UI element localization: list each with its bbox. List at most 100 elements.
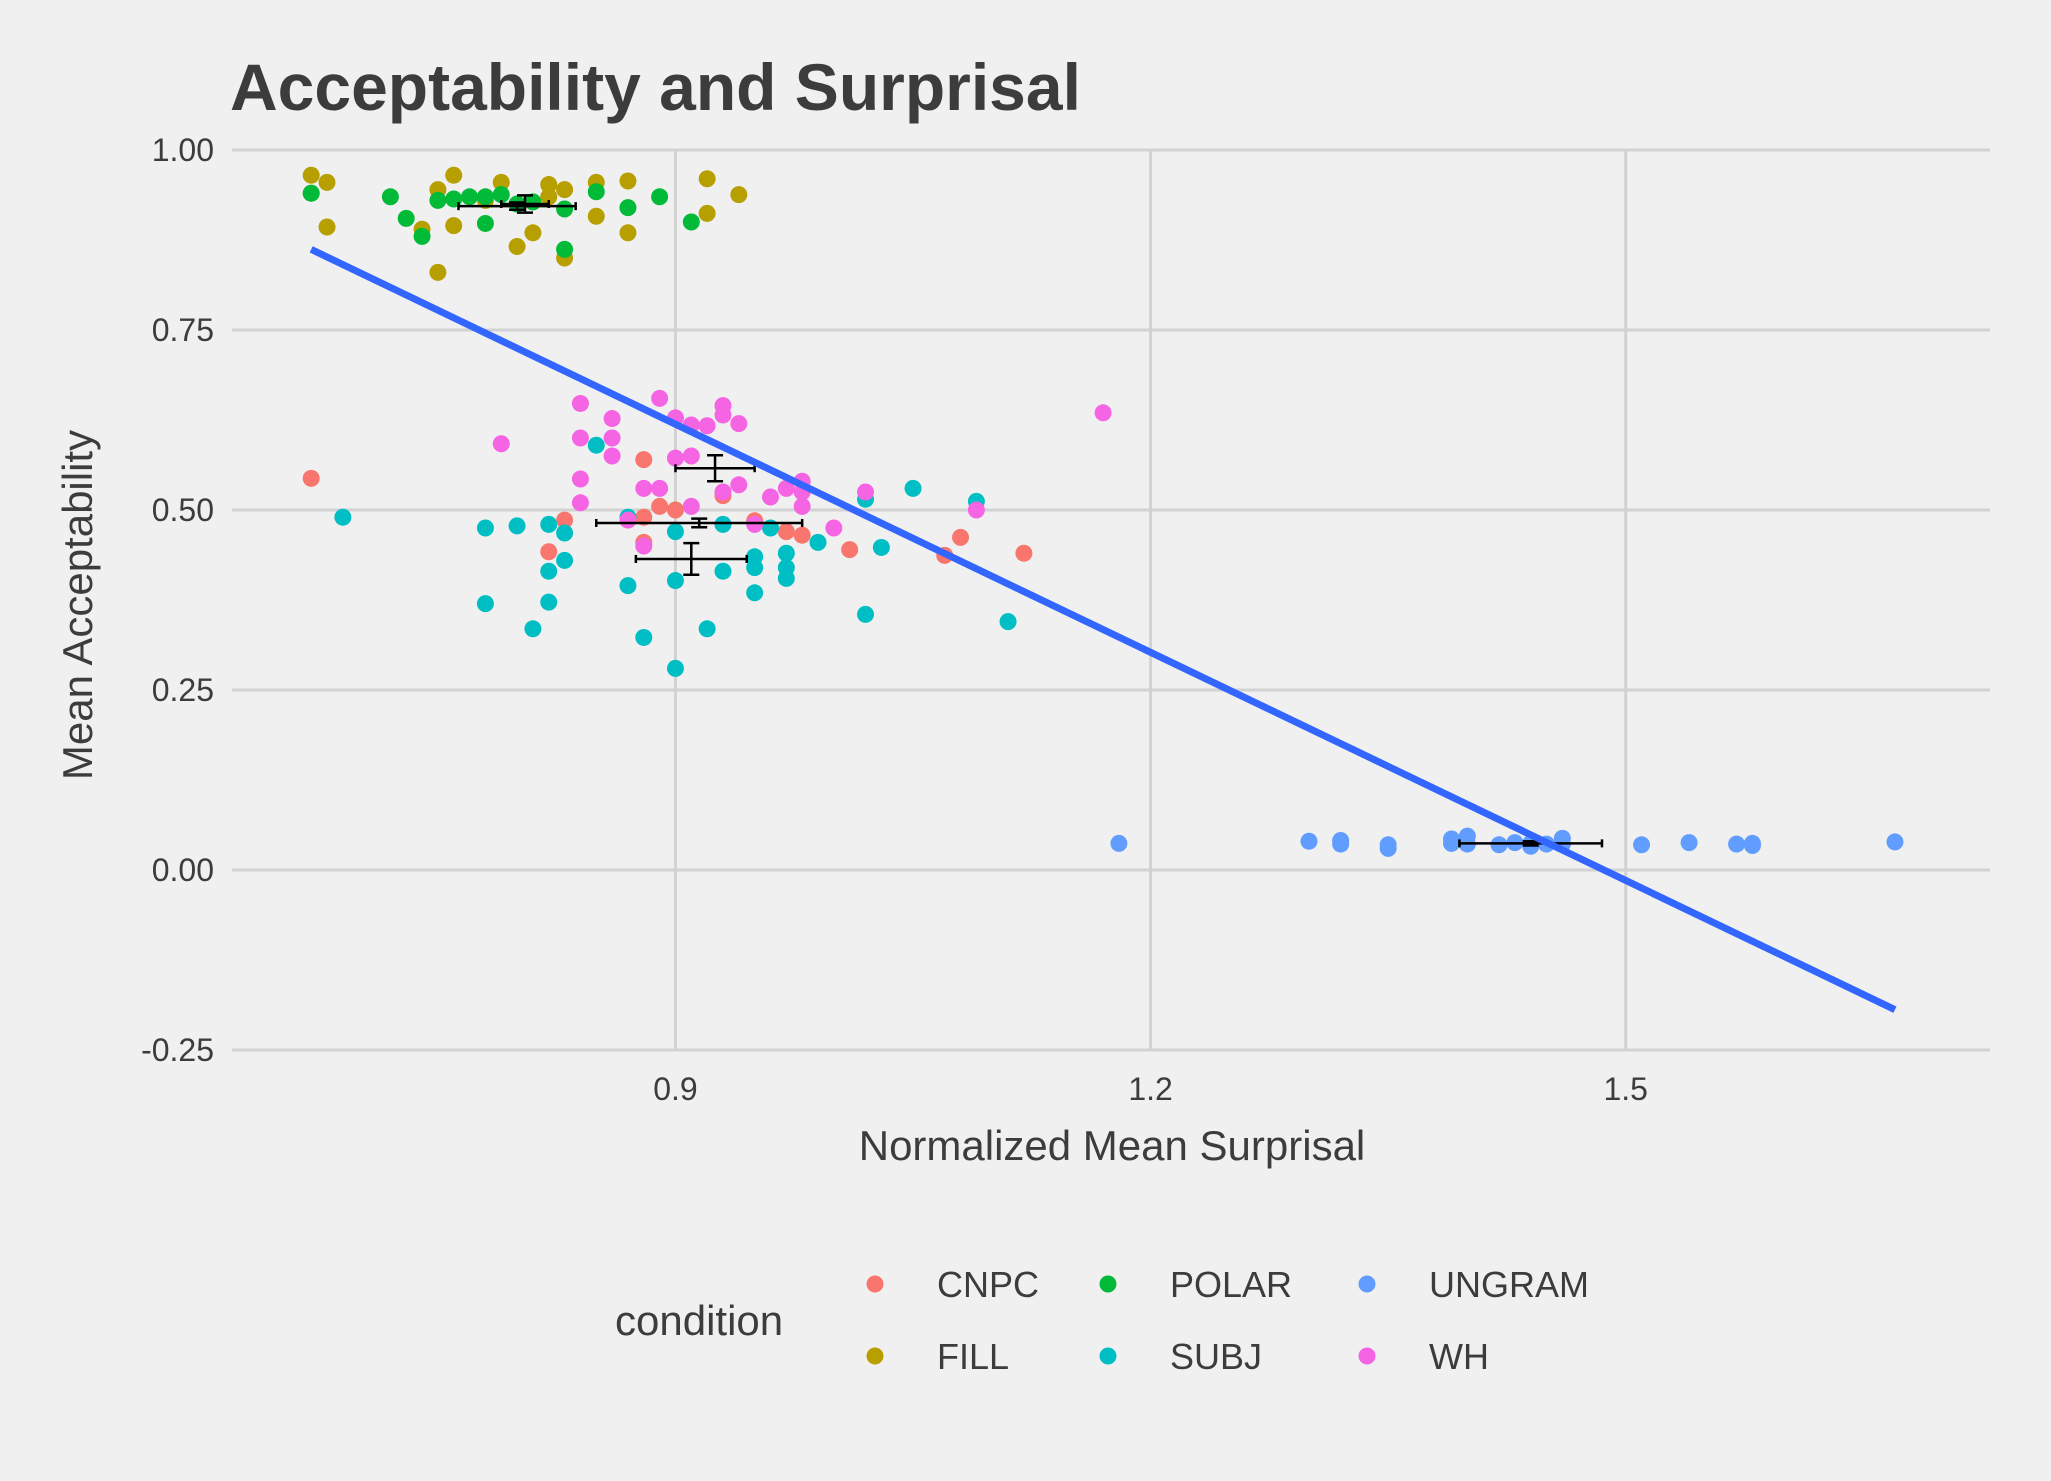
legend-item-fill: FILL — [866, 1336, 1009, 1377]
data-point-cnpc — [793, 526, 811, 544]
regression-line-group — [309, 246, 1897, 1013]
error-bar-subj — [634, 541, 748, 577]
y-tick-label: 0.75 — [152, 312, 214, 348]
data-point-ungram — [1728, 835, 1746, 853]
data-point-polar — [476, 188, 494, 206]
data-point-ungram — [1633, 836, 1651, 854]
data-point-fill — [698, 170, 716, 188]
data-point-wh — [603, 447, 621, 465]
data-point-subj — [746, 584, 764, 602]
legend-label: WH — [1429, 1336, 1489, 1377]
error-bar-fill — [457, 201, 577, 212]
data-point-ungram — [1886, 833, 1904, 851]
data-point-subj — [714, 562, 732, 580]
x-axis-label: Normalized Mean Surprisal — [859, 1122, 1366, 1169]
data-point-wh — [682, 497, 700, 515]
legend-key-ungram — [1358, 1275, 1376, 1293]
data-point-wh — [714, 483, 732, 501]
data-point-subj — [857, 605, 875, 623]
data-point-subj — [904, 479, 922, 497]
data-point-wh — [793, 497, 811, 515]
data-point-fill — [619, 224, 637, 242]
data-point-fill — [318, 218, 336, 236]
legend-label: UNGRAM — [1429, 1264, 1589, 1305]
tick-labels: -0.25 0.00 0.25 0.50 0.75 1.00 0.9 1.2 1.5 — [141, 132, 1648, 1107]
data-point-subj — [556, 551, 574, 569]
data-point-subj — [508, 517, 526, 535]
data-point-wh — [651, 389, 669, 407]
data-point-cnpc — [635, 451, 653, 469]
data-point-subj — [476, 595, 494, 613]
legend-key-wh — [1358, 1347, 1376, 1365]
data-point-subj — [746, 548, 764, 566]
y-axis-label: Mean Acceptability — [54, 430, 101, 780]
legend-key-subj — [1099, 1347, 1117, 1365]
legend-item-wh: WH — [1358, 1336, 1489, 1377]
data-point-subj — [619, 577, 637, 595]
data-point-subj — [334, 508, 352, 526]
data-point-polar — [682, 213, 700, 231]
data-point-polar — [397, 209, 415, 227]
data-point-subj — [556, 524, 574, 542]
data-point-wh — [967, 501, 985, 519]
data-point-wh — [698, 417, 716, 435]
data-point-wh — [761, 488, 779, 506]
data-point-polar — [413, 227, 431, 245]
legend-label: CNPC — [937, 1264, 1039, 1305]
data-point-fill — [524, 224, 542, 242]
data-point-subj — [524, 620, 542, 638]
data-point-cnpc — [841, 541, 859, 559]
data-point-fill — [508, 237, 526, 255]
data-point-wh — [746, 515, 764, 533]
data-point-subj — [666, 572, 684, 590]
data-point-subj — [540, 562, 558, 580]
data-point-polar — [476, 214, 494, 232]
data-point-cnpc — [777, 523, 795, 541]
data-point-wh — [666, 449, 684, 467]
legend-title: condition — [615, 1297, 783, 1344]
data-point-fill — [587, 207, 605, 225]
data-point-subj — [635, 628, 653, 646]
data-point-wh — [603, 410, 621, 428]
y-tick-label: 0.00 — [152, 852, 214, 888]
data-point-wh — [1094, 404, 1112, 422]
data-point-ungram — [1443, 834, 1461, 852]
legend-item-ungram: UNGRAM — [1358, 1264, 1589, 1305]
data-point-wh — [619, 511, 637, 529]
legend-label: POLAR — [1170, 1264, 1292, 1305]
legend-items: CNPC FILL POLAR SUBJ UNGRAM WH — [866, 1264, 1589, 1377]
data-point-subj — [587, 436, 605, 454]
legend-key-fill — [866, 1347, 884, 1365]
data-point-fill — [429, 263, 447, 281]
data-point-ungram — [1110, 834, 1128, 852]
legend-key-cnpc — [866, 1275, 884, 1293]
data-point-cnpc — [952, 528, 970, 546]
data-point-fill — [540, 188, 558, 206]
data-point-ungram — [1490, 836, 1508, 854]
data-point-fill — [318, 173, 336, 191]
legend: condition CNPC FILL POLAR SUBJ UNGRAM WH — [615, 1264, 1589, 1377]
data-point-wh — [730, 415, 748, 433]
data-point-wh — [603, 429, 621, 447]
data-point-subj — [872, 538, 890, 556]
data-point-cnpc — [540, 543, 558, 561]
data-point-polar — [381, 188, 399, 206]
data-point-fill — [302, 166, 320, 184]
data-point-wh — [825, 519, 843, 537]
regression-line — [309, 246, 1897, 1013]
y-tick-label: 1.00 — [152, 132, 214, 168]
legend-label: SUBJ — [1170, 1336, 1262, 1377]
data-point-subj — [476, 519, 494, 537]
data-point-subj — [777, 559, 795, 577]
data-point-ungram — [1743, 837, 1761, 855]
data-point-wh — [682, 447, 700, 465]
error-bar-ungram — [1458, 839, 1604, 848]
data-point-polar — [587, 183, 605, 201]
legend-key-polar — [1099, 1275, 1117, 1293]
data-point-polar — [492, 186, 510, 204]
data-point-ungram — [1300, 832, 1318, 850]
error-bar-wh — [674, 454, 756, 483]
data-point-wh — [492, 435, 510, 453]
